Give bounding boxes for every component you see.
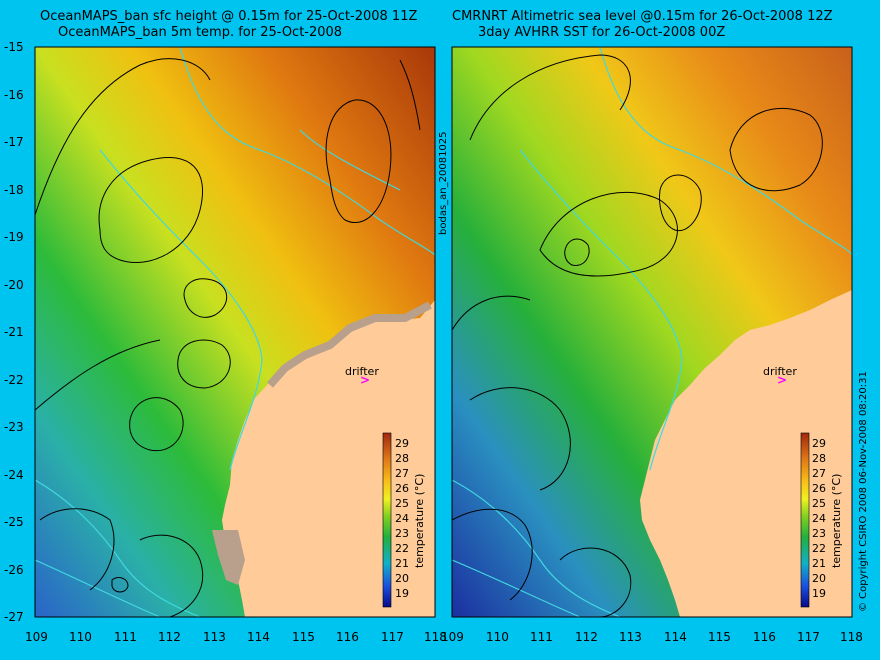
lon-label: 109 [441, 630, 464, 644]
colorbar-tick: 27 [812, 467, 826, 480]
left-model-coast [267, 301, 432, 388]
left-map-frame [34, 46, 436, 618]
colorbar-tick: 21 [812, 557, 826, 570]
colorbar-tick: 22 [395, 542, 409, 555]
colorbar-tick: 28 [812, 452, 826, 465]
colorbar-tick: 26 [812, 482, 826, 495]
lat-label: -15 [4, 40, 24, 54]
colorbar-title: temperature (°C) [413, 474, 426, 568]
left-title-line1: OceanMAPS_ban sfc height @ 0.15m for 25-… [40, 9, 418, 24]
lon-label: 113 [203, 630, 226, 644]
right-title-line1: CMRNRT Altimetric sea level @0.15m for 2… [452, 9, 833, 24]
colorbar-tick: 29 [395, 437, 409, 450]
lat-label: -18 [4, 183, 24, 197]
right-land [640, 290, 852, 617]
lon-label: 115 [708, 630, 731, 644]
colorbar-tick: 25 [395, 497, 409, 510]
colorbar-tick: 23 [395, 527, 409, 540]
colorbar-tick: 25 [812, 497, 826, 510]
lat-axis-labels: -15 -16 -17 -18 -19 -20 -21 -22 -23 -24 … [4, 40, 24, 624]
colorbar-tick: 19 [395, 587, 409, 600]
lon-label: 117 [797, 630, 820, 644]
right-bathymetry-contours [452, 47, 852, 617]
lat-label: -26 [4, 563, 24, 577]
lat-label: -25 [4, 515, 24, 529]
colorbar-tick: 19 [812, 587, 826, 600]
colorbar-tick: 24 [395, 512, 409, 525]
lon-label: 111 [530, 630, 553, 644]
lon-label: 117 [381, 630, 404, 644]
colorbar-tick: 24 [812, 512, 826, 525]
right-title-line2: 3day AVHRR SST for 26-Oct-2008 00Z [478, 25, 726, 40]
lat-label: -19 [4, 230, 24, 244]
middle-side-label: bodas_an_20081025 [438, 131, 449, 235]
lat-label: -21 [4, 325, 24, 339]
colorbar-scale [382, 432, 392, 608]
lon-label: 114 [247, 630, 270, 644]
left-bathymetry-contours [35, 47, 435, 617]
colorbar-tick: 20 [812, 572, 826, 585]
left-title-line2: OceanMAPS_ban 5m temp. for 25-Oct-2008 [58, 25, 343, 40]
colorbar-tick: 27 [395, 467, 409, 480]
lon-label: 111 [114, 630, 137, 644]
lat-label: -24 [4, 468, 24, 482]
lat-label: -23 [4, 420, 24, 434]
lon-label: 116 [336, 630, 359, 644]
lat-label: -17 [4, 135, 24, 149]
right-sea-level-contours [452, 54, 823, 617]
lon-label: 109 [25, 630, 48, 644]
lon-label: 110 [486, 630, 509, 644]
lon-label: 118 [840, 630, 863, 644]
colorbar-scale [800, 432, 810, 608]
lat-label: -20 [4, 278, 24, 292]
colorbar-tick: 26 [395, 482, 409, 495]
lon-label: 110 [69, 630, 92, 644]
lat-label: -16 [4, 88, 24, 102]
colorbar-tick: 29 [812, 437, 826, 450]
lon-label: 118 [424, 630, 447, 644]
copyright-label: © Copyright CSIRO 2008 06-Nov-2008 08:20… [858, 371, 869, 612]
lon-label: 112 [158, 630, 181, 644]
colorbar-tick: 28 [395, 452, 409, 465]
right-colorbar: 29 28 27 26 25 24 23 22 21 20 19 tempera… [800, 432, 843, 608]
lon-label: 113 [619, 630, 642, 644]
left-map-panel: > [35, 47, 435, 617]
colorbar-tick: 22 [812, 542, 826, 555]
lon-label: 116 [753, 630, 776, 644]
colorbar-title: temperature (°C) [830, 474, 843, 568]
colorbar-tick: 20 [395, 572, 409, 585]
left-drifter-marker: > [360, 373, 370, 387]
right-lon-axis-labels: 109 110 111 112 113 114 115 116 117 118 [441, 630, 863, 644]
lat-label: -22 [4, 373, 24, 387]
left-colorbar: 29 28 27 26 25 24 23 22 21 20 19 tempera… [382, 432, 426, 608]
left-drifter-label: drifter [345, 365, 379, 378]
colorbar-tick: 23 [812, 527, 826, 540]
lon-label: 114 [664, 630, 687, 644]
left-lon-axis-labels: 109 110 111 112 113 114 115 116 117 118 [25, 630, 447, 644]
right-map-frame [451, 46, 853, 618]
lon-label: 115 [292, 630, 315, 644]
lat-label: -27 [4, 610, 24, 624]
right-map-panel: > [452, 47, 852, 617]
left-sea-level-contours [35, 58, 421, 617]
right-drifter-label: drifter [763, 365, 797, 378]
colorbar-tick: 21 [395, 557, 409, 570]
right-drifter-marker: > [777, 373, 787, 387]
lon-label: 112 [575, 630, 598, 644]
left-model-bay [212, 530, 245, 585]
